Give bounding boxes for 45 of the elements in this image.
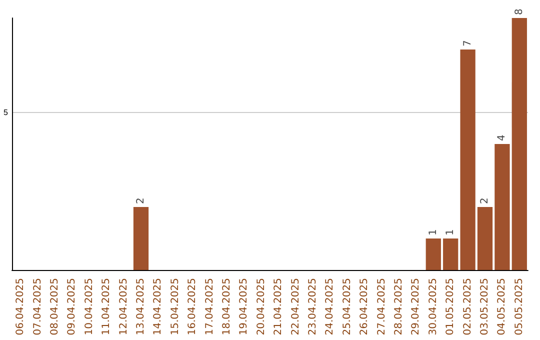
- x-tick-label: 23.04.2025: [308, 278, 318, 336]
- x-tick-label: 25.04.2025: [342, 278, 353, 336]
- data-label: 7: [462, 40, 474, 46]
- x-tick-label: 09.04.2025: [66, 278, 78, 336]
- x-tick-label: 06.04.2025: [15, 278, 26, 336]
- x-tick-label: 08.04.2025: [50, 278, 60, 336]
- x-tick-label: 12.04.2025: [118, 278, 130, 336]
- x-tick-label: 05.05.2025: [514, 278, 525, 336]
- x-tick-label: 30.04.2025: [428, 278, 439, 336]
- x-tick-label: 11.04.2025: [101, 278, 112, 336]
- x-tick-label: 18.04.2025: [222, 278, 232, 336]
- x-tick-label: 28.04.2025: [394, 278, 404, 336]
- data-label: 2: [136, 198, 146, 204]
- x-tick-label: 03.05.2025: [480, 278, 490, 336]
- bar: [443, 238, 458, 270]
- x-tick-label: 07.04.2025: [32, 278, 44, 336]
- bar: [460, 50, 476, 270]
- x-tick-label: 19.04.2025: [238, 278, 250, 336]
- x-tick-label: 29.04.2025: [410, 278, 422, 336]
- x-tick-label: 17.04.2025: [204, 278, 216, 336]
- x-tick-label: 20.04.2025: [256, 278, 267, 336]
- x-tick-label: 21.04.2025: [273, 278, 284, 336]
- x-tick-label: 27.04.2025: [376, 278, 388, 336]
- bar: [512, 18, 527, 270]
- x-tick-label: 04.05.2025: [496, 278, 508, 336]
- y-tick-label: 5: [4, 108, 9, 117]
- data-label: 4: [496, 134, 508, 141]
- data-label: 1: [445, 229, 456, 236]
- x-tick-label: 10.04.2025: [84, 278, 95, 336]
- x-tick-label: 26.04.2025: [359, 278, 370, 336]
- x-tick-label: 14.04.2025: [152, 278, 164, 336]
- x-tick-label: 02.05.2025: [462, 278, 474, 336]
- data-label: 2: [480, 198, 490, 204]
- bar: [494, 144, 510, 270]
- x-tick-label: 22.04.2025: [290, 278, 302, 336]
- x-tick-label: 13.04.2025: [136, 278, 146, 336]
- bar: [133, 207, 149, 270]
- bar: [426, 238, 441, 270]
- x-tick-label: 15.04.2025: [170, 278, 181, 336]
- x-tick-label: 16.04.2025: [187, 278, 198, 336]
- x-tick-label: 01.05.2025: [445, 278, 456, 336]
- bar: [477, 207, 493, 270]
- data-label: 8: [514, 8, 525, 15]
- x-tick-label: 24.04.2025: [324, 278, 336, 336]
- data-label: 1: [428, 229, 439, 236]
